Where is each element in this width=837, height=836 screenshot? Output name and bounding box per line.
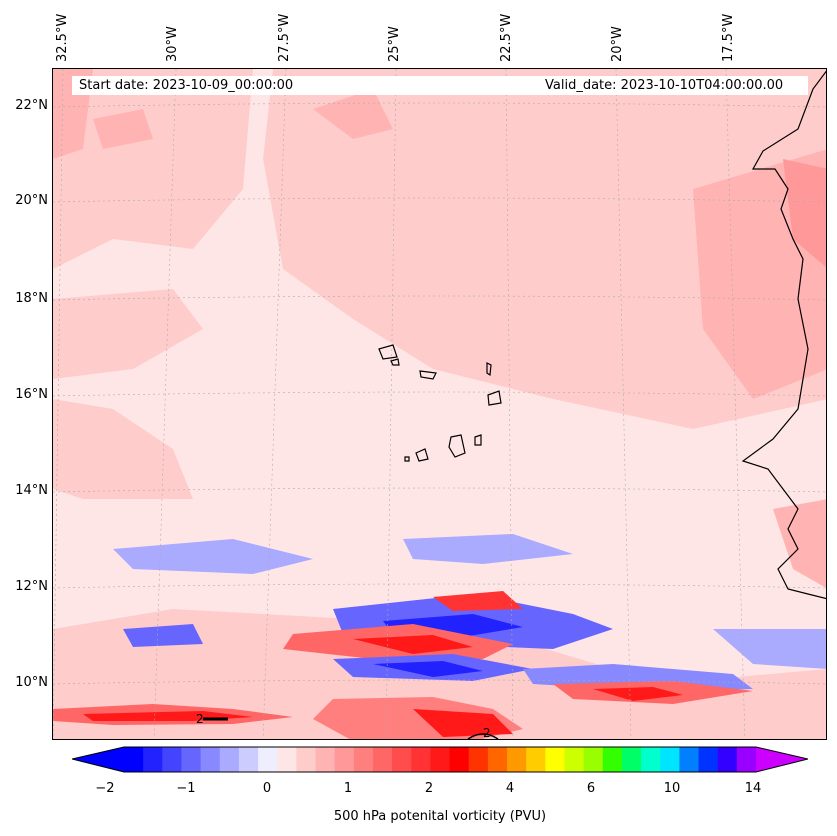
colorbar-tick-label: 2 — [424, 781, 434, 796]
pv-field-map: 2 2 — [53, 69, 826, 740]
colorbar-swatch — [238, 747, 259, 772]
colorbar-swatch — [181, 747, 202, 772]
colorbar-tick-label: 6 — [586, 781, 596, 796]
colorbar-tick-label: 4 — [505, 781, 515, 796]
colorbar-swatch — [411, 747, 431, 772]
lon-label: 30°W — [165, 26, 180, 62]
colorbar-swatch — [392, 747, 412, 772]
colorbar-under-arrow — [72, 747, 124, 772]
colorbar-swatch — [468, 747, 489, 772]
colorbar-tick-label: 10 — [663, 781, 681, 796]
colorbar-swatch — [660, 747, 680, 772]
colorbar-swatch — [296, 747, 317, 772]
colorbar-tick-label: −2 — [95, 781, 115, 796]
lon-label: 22.5°W — [499, 13, 514, 62]
colorbar-swatch — [487, 747, 508, 772]
colorbar-swatch — [602, 747, 623, 772]
colorbar-swatch — [698, 747, 719, 772]
colorbar-swatch — [621, 747, 642, 772]
colorbar-swatch — [507, 747, 527, 772]
lon-label: 17.5°W — [721, 13, 736, 62]
colorbar-swatch — [564, 747, 585, 772]
colorbar-swatch — [583, 747, 604, 772]
colorbar-tick-label: 0 — [262, 781, 272, 796]
colorbar-swatch — [372, 747, 393, 772]
contour-labels: 2 2 — [196, 712, 499, 740]
colorbar-swatch — [334, 747, 355, 772]
lon-label: 32.5°W — [55, 13, 70, 62]
colorbar-swatch — [353, 747, 374, 772]
date-info-box — [72, 76, 808, 95]
colorbar-swatch — [162, 747, 182, 772]
colorbar-swatch — [143, 747, 163, 772]
valid-date-text: Valid_date: 2023-10-10T04:00:00.00 — [545, 78, 784, 93]
lat-label: 12°N — [15, 579, 48, 594]
colorbar-swatch — [449, 747, 470, 772]
colorbar-tick-label: −1 — [176, 781, 196, 796]
graticule — [53, 69, 826, 739]
colorbar-swatch — [258, 747, 278, 772]
colorbar-label: 500 hPa potenital vorticity (PVU) — [333, 809, 547, 824]
colorbar-swatch — [736, 747, 757, 772]
lat-label: 20°N — [15, 193, 48, 208]
coastline — [378, 70, 826, 600]
lon-label: 20°W — [610, 26, 625, 62]
colorbar-outline — [72, 746, 808, 773]
colorbar-swatch — [219, 747, 240, 772]
lat-label: 22°N — [15, 98, 48, 113]
lon-label: 25°W — [387, 26, 402, 62]
map-panel: 2 2 — [52, 68, 827, 740]
lon-label: 27.5°W — [277, 13, 292, 62]
colorbar-swatch — [526, 747, 546, 772]
colorbar-swatch — [641, 747, 661, 772]
lat-label: 14°N — [15, 483, 48, 498]
colorbar-swatch — [200, 747, 221, 772]
colorbar-swatch — [545, 747, 565, 772]
contour-label: 2 — [196, 712, 204, 726]
lat-label: 18°N — [15, 291, 48, 306]
colorbar-swatch — [124, 747, 144, 772]
colorbar-tick-label: 14 — [744, 781, 762, 796]
colorbar-swatch — [315, 747, 336, 772]
colorbar — [72, 746, 808, 773]
contour-label-2: 2 — [483, 726, 491, 740]
colorbar-tick-label: 1 — [343, 781, 353, 796]
colorbar-swatch — [430, 747, 451, 772]
lat-label: 10°N — [15, 675, 48, 690]
start-date-text: Start date: 2023-10-09_00:00:00 — [79, 78, 294, 93]
colorbar-over-arrow — [756, 747, 808, 772]
colorbar-swatch — [679, 747, 700, 772]
island-santo-antao — [378, 344, 398, 360]
lat-label: 16°N — [15, 387, 48, 402]
pv-contours — [53, 69, 826, 739]
colorbar-swatch — [277, 747, 297, 772]
colorbar-swatch — [717, 747, 738, 772]
